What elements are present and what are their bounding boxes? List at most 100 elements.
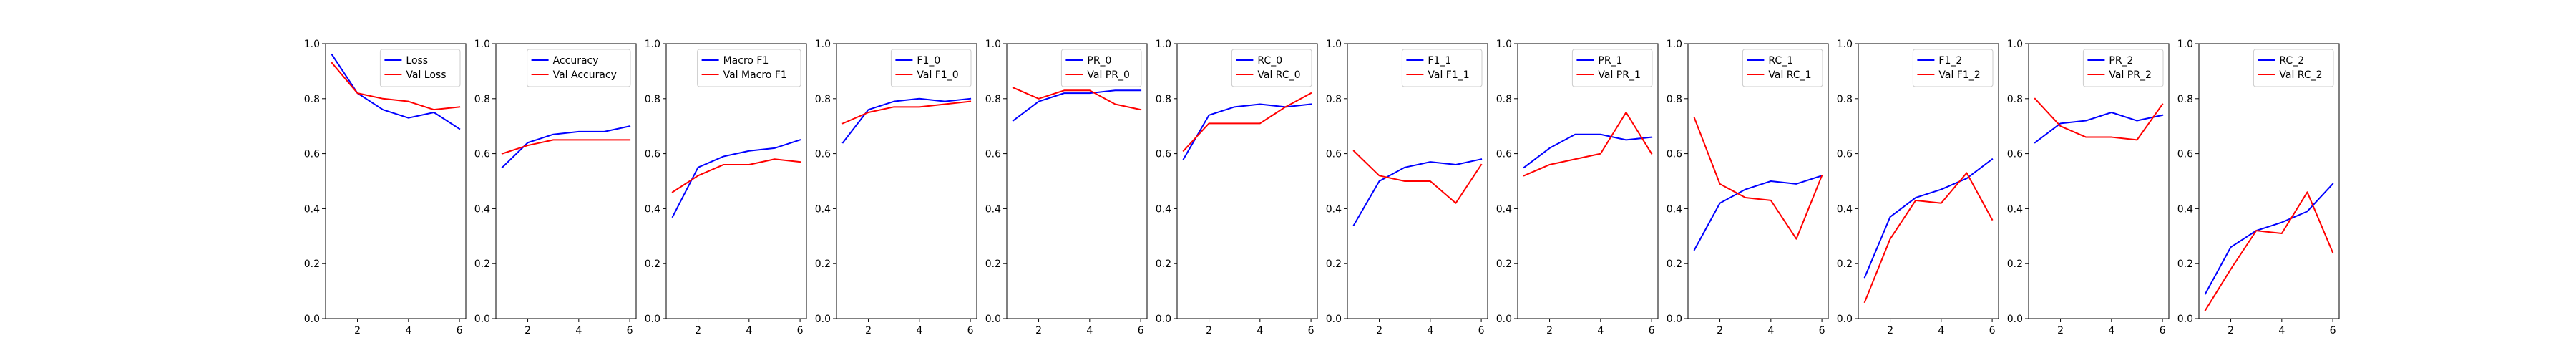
axes-frame xyxy=(325,43,467,319)
y-tick-label: 0.8 xyxy=(645,94,660,105)
subplot-2: 0.0 0.2 0.4 0.6 0.8 1.0 2 4 6 Accuracy Val Accurac… xyxy=(474,39,637,337)
y-tick-label: 0.8 xyxy=(2007,94,2023,105)
y-tick-label: 0.4 xyxy=(815,203,831,215)
y-tick-label: 1.0 xyxy=(815,39,831,50)
y-tick-label: 0.0 xyxy=(985,314,1001,325)
y-tick-label: 0.8 xyxy=(2177,94,2193,105)
series-line-1 xyxy=(1012,90,1142,122)
subplot-11: 0.0 0.2 0.4 0.6 0.8 1.0 2 4 6 PR_2 Val PR_2 xyxy=(2007,39,2170,337)
y-tick-label: 0.8 xyxy=(1496,94,1512,105)
subplot-4: 0.0 0.2 0.4 0.6 0.8 1.0 2 4 6 F1_0 Val F1_0 xyxy=(815,39,977,337)
series-line-2 xyxy=(1182,92,1312,153)
legend-entry: PR_2 xyxy=(2109,55,2133,67)
y-tick-label: 0.6 xyxy=(474,149,490,160)
legend-entry: Val RC_1 xyxy=(1768,69,1811,81)
legend-entry: F1_1 xyxy=(1428,55,1451,67)
y-tick-label: 1.0 xyxy=(1326,39,1342,50)
x-tick-label: 4 xyxy=(1086,325,1093,337)
y-tick-label: 0.2 xyxy=(645,258,660,270)
x-tick-label: 2 xyxy=(1376,325,1382,337)
legend: F1_1 Val F1_1 xyxy=(1401,49,1483,87)
axes-frame xyxy=(1176,43,1318,319)
y-tick-label: 0.0 xyxy=(1667,314,1682,325)
x-tick-label: 6 xyxy=(1308,325,1314,337)
series-line-2 xyxy=(2204,191,2334,311)
legend-box xyxy=(2082,49,2164,87)
series-line-2 xyxy=(841,100,972,125)
series-line-2 xyxy=(501,139,631,155)
subplot-1: 0.0 0.2 0.4 0.6 0.8 1.0 2 4 6 Loss Val Loss xyxy=(304,39,467,337)
legend-box xyxy=(1401,49,1483,87)
legend-box xyxy=(697,49,801,87)
x-tick-label: 4 xyxy=(1767,325,1774,337)
series-line-1 xyxy=(2204,183,2334,295)
x-tick-label: 2 xyxy=(865,325,872,337)
axes-frame xyxy=(2028,43,2170,319)
y-tick-label: 0.4 xyxy=(474,203,490,215)
x-tick-label: 2 xyxy=(2228,325,2234,337)
y-tick-label: 0.6 xyxy=(815,149,831,160)
x-tick-label: 4 xyxy=(1597,325,1604,337)
y-tick-label: 1.0 xyxy=(1667,39,1682,50)
x-tick-label: 6 xyxy=(2160,325,2166,337)
y-tick-label: 0.0 xyxy=(1837,314,1853,325)
y-tick-label: 0.2 xyxy=(474,258,490,270)
legend-box xyxy=(379,49,461,87)
legend-entry: Val Loss xyxy=(406,69,446,81)
series-line-2 xyxy=(1693,117,1823,240)
y-tick-label: 0.6 xyxy=(1156,149,1171,160)
y-tick-label: 0.2 xyxy=(1667,258,1682,270)
y-tick-label: 1.0 xyxy=(1837,39,1853,50)
legend-box xyxy=(1912,49,1994,87)
x-tick-label: 2 xyxy=(1887,325,1893,337)
legend-entry: Val Accuracy xyxy=(553,69,617,81)
y-tick-label: 0.0 xyxy=(1326,314,1342,325)
legend-entry: Val F1_0 xyxy=(917,69,958,81)
axes-frame xyxy=(2198,43,2340,319)
series-line-1 xyxy=(671,139,801,218)
legend-entry: PR_0 xyxy=(1087,55,1111,67)
legend: RC_1 Val RC_1 xyxy=(1742,49,1823,87)
subplot-3: 0.0 0.2 0.4 0.6 0.8 1.0 2 4 6 Macro F1 Val Macro F… xyxy=(645,39,807,337)
legend-entry: PR_1 xyxy=(1598,55,1622,67)
legend-entry: Val RC_2 xyxy=(2279,69,2322,81)
x-tick-label: 4 xyxy=(916,325,922,337)
legend-entry: RC_1 xyxy=(1768,55,1793,67)
legend-entry: Val F1_1 xyxy=(1428,69,1469,81)
y-tick-label: 0.0 xyxy=(1156,314,1171,325)
y-tick-label: 0.6 xyxy=(1496,149,1512,160)
legend-entry: Val PR_2 xyxy=(2109,69,2152,81)
x-tick-label: 2 xyxy=(354,325,361,337)
legend-entry: Val RC_0 xyxy=(1257,69,1300,81)
x-tick-label: 2 xyxy=(1206,325,1212,337)
x-tick-label: 4 xyxy=(575,325,582,337)
y-tick-label: 1.0 xyxy=(2007,39,2023,50)
legend-entry: Val Macro F1 xyxy=(723,69,787,81)
subplot-8: 0.0 0.2 0.4 0.6 0.8 1.0 2 4 6 PR_1 Val PR_1 xyxy=(1496,39,1659,337)
legend-entry: Accuracy xyxy=(553,55,599,67)
series-line-2 xyxy=(2034,97,2164,141)
y-tick-label: 0.0 xyxy=(474,314,490,325)
legend-entry: F1_2 xyxy=(1938,55,1962,67)
subplot-12: 0.0 0.2 0.4 0.6 0.8 1.0 2 4 6 RC_2 Val RC_2 xyxy=(2177,39,2340,337)
axes-frame xyxy=(836,43,977,319)
x-tick-label: 4 xyxy=(1938,325,1944,337)
x-tick-label: 4 xyxy=(746,325,752,337)
legend: PR_0 Val PR_0 xyxy=(1060,49,1142,87)
y-tick-label: 0.2 xyxy=(304,258,320,270)
legend: RC_2 Val RC_2 xyxy=(2253,49,2334,87)
legend: F1_2 Val F1_2 xyxy=(1912,49,1994,87)
series-line-2 xyxy=(331,62,461,111)
x-tick-label: 6 xyxy=(1819,325,1825,337)
y-tick-label: 0.8 xyxy=(815,94,831,105)
y-tick-label: 0.6 xyxy=(1837,149,1853,160)
y-tick-label: 0.0 xyxy=(645,314,660,325)
series-line-1 xyxy=(1693,175,1823,251)
x-tick-label: 4 xyxy=(2278,325,2285,337)
y-tick-label: 0.4 xyxy=(2177,203,2193,215)
y-tick-label: 0.4 xyxy=(2007,203,2023,215)
series-line-2 xyxy=(1863,172,1994,304)
axes-frame xyxy=(1006,43,1148,319)
legend-box xyxy=(890,49,972,87)
